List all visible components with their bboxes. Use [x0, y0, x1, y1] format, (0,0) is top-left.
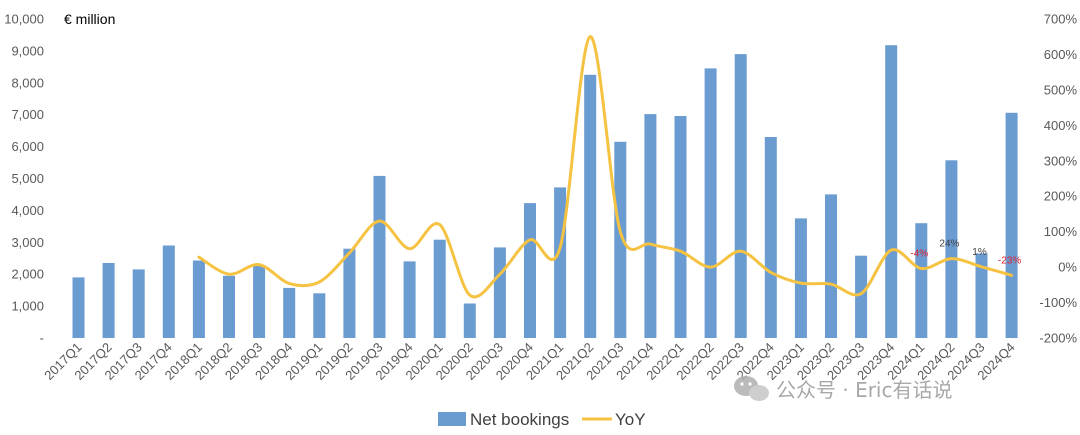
bar-2017q2: [102, 263, 115, 338]
y-left-tick-label: 7,000: [11, 107, 44, 122]
y-left-tick-label: 10,000: [4, 12, 44, 27]
bar-2020q2: [463, 303, 476, 338]
bar-2018q3: [253, 265, 266, 338]
bar-2019q4: [403, 261, 416, 338]
y-right-tick-label: 600%: [1044, 47, 1078, 62]
bar-2024q3: [975, 253, 988, 338]
annotations: -4% 24% 1% -23%: [910, 239, 1021, 267]
bar-2024q1: [915, 223, 928, 338]
bars-group: [72, 45, 1018, 339]
y-right-tick-label: 100%: [1044, 224, 1078, 239]
y-axis-right: -200% -100% 0% 100% 200% 300% 400% 500% 600% 700%: [1039, 12, 1077, 346]
legend: Net bookings YoY: [438, 410, 646, 429]
bar-2018q1: [192, 260, 205, 338]
bar-2018q2: [223, 275, 235, 338]
y-left-tick-label: 8,000: [11, 75, 44, 90]
bar-2023q3: [855, 255, 868, 338]
y-right-tick-label: 400%: [1044, 118, 1078, 133]
series-line-yoy: [197, 35, 1014, 299]
bar-2017q3: [132, 269, 145, 338]
bar-2023q1: [794, 218, 807, 338]
y-right-tick-label: 0%: [1058, 260, 1077, 275]
bar-2024q4: [1005, 112, 1018, 338]
x-axis: 2017Q12017Q22017Q32017Q42018Q12018Q22018…: [41, 340, 1017, 383]
bar-2020q4: [524, 203, 536, 338]
wechat-icon: [734, 376, 769, 401]
y-left-tick-label: 4,000: [11, 203, 44, 218]
bar-2022q2: [704, 68, 717, 339]
data-label-yoy: -4%: [910, 249, 928, 260]
bar-2020q1: [433, 239, 446, 338]
data-label-yoy: 24%: [939, 239, 959, 250]
y-left-tick-label: -: [40, 331, 44, 346]
bar-2020q3: [493, 247, 506, 338]
watermark-text: 公众号 · Eric有话说: [776, 378, 952, 402]
y-right-tick-label: -100%: [1039, 295, 1077, 310]
y-left-tick-label: 6,000: [11, 139, 44, 154]
bar-2021q4: [644, 114, 657, 338]
bar-2018q4: [283, 287, 296, 338]
y-right-tick-label: 200%: [1044, 189, 1078, 204]
bar-2019q3: [373, 175, 386, 338]
bar-2021q3: [614, 141, 627, 338]
unit-label: € million: [64, 11, 115, 27]
y-right-tick-label: -200%: [1039, 331, 1077, 346]
bar-2023q4: [885, 45, 898, 338]
watermark: 公众号 · Eric有话说: [734, 376, 952, 402]
y-axis-left: - 1,000 2,000 3,000 4,000 5,000 6,000 7,000 8,00…: [4, 12, 44, 346]
legend-label-yoy: YoY: [615, 410, 646, 429]
bar-2017q4: [162, 245, 175, 338]
y-right-tick-label: 700%: [1044, 12, 1078, 27]
legend-swatch-net-bookings: [438, 412, 466, 426]
bar-2024q2: [945, 160, 958, 338]
y-left-tick-label: 2,000: [11, 267, 44, 282]
bar-2022q3: [734, 54, 747, 338]
data-label-yoy: 1%: [972, 247, 987, 258]
legend-label-net-bookings: Net bookings: [470, 410, 569, 429]
y-right-tick-label: 500%: [1044, 82, 1078, 97]
bar-2023q2: [825, 194, 837, 338]
bar-2019q1: [313, 293, 326, 338]
data-label-yoy: -23%: [998, 255, 1021, 266]
bar-2021q2: [584, 74, 597, 339]
bar-2019q2: [343, 248, 356, 338]
y-left-tick-label: 9,000: [11, 43, 44, 58]
bar-2022q4: [764, 137, 777, 338]
y-left-tick-label: 5,000: [11, 171, 44, 186]
y-left-tick-label: 3,000: [11, 235, 44, 250]
y-right-tick-label: 300%: [1044, 153, 1078, 168]
y-left-tick-label: 1,000: [11, 299, 44, 314]
bar-2022q1: [674, 116, 687, 338]
bar-2021q1: [554, 187, 567, 338]
bar-2017q1: [72, 277, 85, 338]
